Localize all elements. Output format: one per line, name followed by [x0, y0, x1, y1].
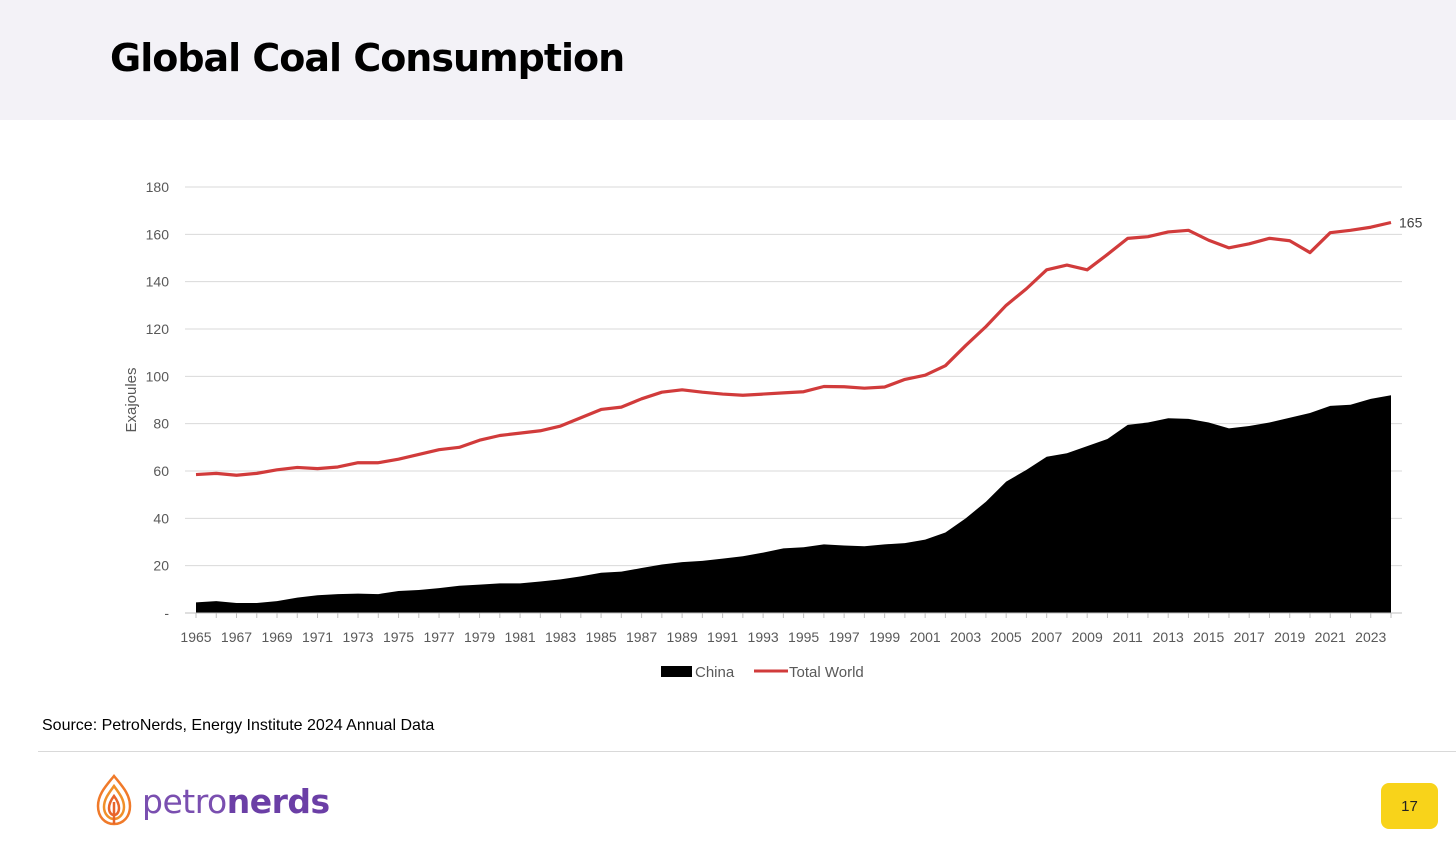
y-axis-label: Exajoules — [123, 367, 140, 432]
title-banner: Global Coal Consumption — [0, 0, 1456, 120]
x-tick-label: 2021 — [1315, 629, 1346, 645]
x-tick-label: 2005 — [991, 629, 1022, 645]
x-tick-label: 1975 — [383, 629, 414, 645]
x-tick-label: 1971 — [302, 629, 333, 645]
x-tick-label: 1973 — [342, 629, 373, 645]
x-tick-label: 2017 — [1234, 629, 1265, 645]
x-tick-label: 1977 — [423, 629, 454, 645]
y-tick-label: 40 — [153, 510, 169, 526]
y-tick-label: 180 — [146, 179, 170, 195]
x-tick-label: 2011 — [1113, 629, 1143, 645]
y-axis-ticks: - 20 40 60 80 100 120 140 160 180 — [146, 179, 170, 621]
flame-logo-icon — [96, 773, 132, 826]
logo-wordmark: petronerds — [142, 782, 330, 821]
x-tick-label: 1999 — [869, 629, 900, 645]
x-tick-label: 1969 — [261, 629, 292, 645]
total-world-end-label: 165 — [1399, 215, 1423, 231]
x-tick-label: 1991 — [707, 629, 738, 645]
x-tick-label: 2019 — [1274, 629, 1305, 645]
x-tick-label: 1989 — [667, 629, 698, 645]
x-tick-label: 1997 — [829, 629, 860, 645]
china-area — [196, 395, 1391, 613]
x-tick-label: 2015 — [1193, 629, 1224, 645]
source-note: Source: PetroNerds, Energy Institute 202… — [42, 717, 435, 734]
x-tick-label: 2003 — [950, 629, 981, 645]
x-tick-label: 2001 — [910, 629, 941, 645]
total-world-line-series — [195, 220, 1392, 477]
page-number-badge: 17 — [1381, 783, 1438, 829]
y-tick-label: 80 — [153, 416, 169, 432]
y-tick-label: 60 — [153, 463, 169, 479]
x-tick-label: 1995 — [788, 629, 819, 645]
legend-china-label: China — [695, 664, 735, 681]
x-tick-label: 1993 — [748, 629, 779, 645]
legend-total-world-label: Total World — [789, 664, 864, 681]
y-tick-label: - — [164, 605, 169, 621]
petronerds-logo: petronerds — [92, 772, 332, 832]
y-tick-label: 20 — [153, 558, 169, 574]
x-tick-label: 2009 — [1072, 629, 1103, 645]
legend-china-swatch — [661, 666, 692, 677]
x-tick-label: 2007 — [1031, 629, 1062, 645]
x-tick-label: 1983 — [545, 629, 576, 645]
x-axis-ticks: 1965 1967 1969 1971 1973 1975 1977 1979 1981 1983… — [180, 613, 1392, 645]
x-tick-label: 1985 — [586, 629, 617, 645]
china-area-series — [196, 395, 1391, 613]
x-tick-label: 2013 — [1153, 629, 1184, 645]
x-tick-label: 2023 — [1355, 629, 1386, 645]
x-tick-label: 1987 — [626, 629, 657, 645]
x-tick-label: 1967 — [221, 629, 252, 645]
x-tick-label: 1965 — [180, 629, 211, 645]
footer-divider — [38, 751, 1456, 752]
page-title: Global Coal Consumption — [110, 36, 625, 80]
x-tick-label: 1979 — [464, 629, 495, 645]
y-tick-label: 160 — [146, 226, 170, 242]
legend: China Total World — [661, 664, 864, 681]
x-tick-label: 1981 — [504, 629, 535, 645]
y-tick-label: 120 — [146, 321, 170, 337]
total-world-line — [195, 220, 1392, 477]
y-tick-label: 100 — [146, 368, 170, 384]
y-tick-label: 140 — [146, 274, 170, 290]
